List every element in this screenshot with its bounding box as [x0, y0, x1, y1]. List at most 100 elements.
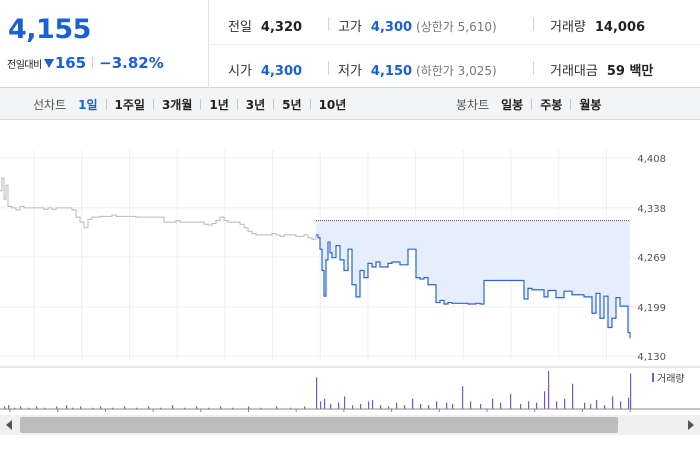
volume-bar: [220, 406, 222, 409]
tab-candle-0[interactable]: 일봉: [501, 97, 524, 112]
volume-bar: [56, 406, 58, 409]
chart-tab-bar: 선차트 1일 1주일 3개월 1년 3년 5년 10년 봉차트 일봉 주봉 월봉: [0, 88, 700, 120]
volume-bar: [360, 403, 362, 409]
stats-row-divider: [210, 44, 700, 45]
stats-grid: 전일 4,320 고가 4,300 (상한가 5,610) 거래량 14,006…: [210, 0, 700, 88]
volume-label: 거래량: [550, 20, 586, 35]
tab-line-6[interactable]: 10년: [318, 97, 347, 112]
change-divider: [92, 57, 94, 69]
volume-bar: [330, 403, 332, 409]
high-label: 고가: [338, 20, 362, 35]
volume-bar: [320, 401, 322, 409]
tab-line-2[interactable]: 3개월: [161, 97, 193, 112]
today-price-line: [316, 234, 631, 339]
volume-bar: [112, 407, 114, 409]
stat-low: 저가 4,150 (하한가 3,025): [338, 60, 497, 79]
volume-bar: [372, 400, 374, 409]
tab-line-4[interactable]: 3년: [245, 97, 266, 112]
today-area-fill: [316, 220, 630, 339]
volume-bar: [324, 398, 326, 409]
tab-divider: [273, 98, 275, 110]
volume-bar: [572, 383, 574, 409]
tab-divider: [200, 98, 202, 110]
line-chart-label: 선차트: [33, 97, 67, 112]
line-chart-tabs: 선차트 1일 1주일 3개월 1년 3년 5년 10년: [33, 88, 348, 120]
candle-chart-label: 봉차트: [456, 97, 490, 112]
low-label: 저가: [338, 64, 362, 79]
scroll-left-arrow-icon[interactable]: [6, 420, 12, 430]
y-tick-label: 4,338: [637, 204, 666, 215]
volume-bar: [290, 407, 292, 409]
volume-bar: [630, 373, 632, 409]
y-tick-label: 4,408: [637, 154, 666, 165]
change-row: 전일대비 165 −3.82%: [7, 54, 164, 72]
stat-trade-value: 거래대금 59 백만: [550, 60, 653, 79]
volume-bar: [584, 402, 586, 409]
volume-bar: [470, 401, 472, 409]
volume-bar: [380, 405, 382, 409]
trade-value-label: 거래대금: [550, 64, 598, 79]
low-value: 4,150: [370, 64, 413, 79]
volume-bar: [556, 401, 558, 409]
volume-bar: [628, 397, 630, 409]
volume-bar: [136, 407, 138, 409]
prev-close-label: 전일: [228, 20, 252, 35]
volume-bar: [612, 396, 614, 409]
volume-bar: [148, 406, 150, 409]
volume-bar: [316, 377, 318, 409]
tab-divider: [570, 98, 572, 110]
volume-bar: [20, 406, 22, 409]
stat-divider: [533, 17, 534, 31]
volume-bar: [172, 405, 174, 409]
down-triangle-icon: [43, 58, 54, 68]
volume-bar: [620, 401, 622, 409]
volume-bar: [500, 402, 502, 409]
tab-divider: [531, 98, 533, 110]
volume-bar: [338, 402, 340, 409]
open-value: 4,300: [260, 64, 303, 79]
prev-day-price-line: [0, 177, 317, 240]
volume-bar: [344, 396, 346, 409]
volume-bar: [36, 406, 38, 409]
y-tick-label: 4,130: [637, 352, 666, 363]
stat-divider: [328, 17, 329, 31]
volume-bar: [72, 407, 74, 409]
price-box: 4,155 전일대비 165 −3.82%: [0, 0, 209, 88]
chart-scrollbar[interactable]: [0, 415, 700, 435]
tab-divider: [105, 98, 107, 110]
volume-bar: [446, 402, 448, 409]
tab-line-0[interactable]: 1일: [78, 97, 98, 112]
tab-line-3[interactable]: 1년: [209, 97, 229, 112]
volume-bar: [528, 401, 530, 409]
tab-divider: [309, 98, 311, 110]
volume-bar: [66, 405, 68, 409]
stat-volume: 거래량 14,006: [550, 16, 645, 35]
volume-legend-swatch: [652, 373, 654, 382]
volume-bar: [100, 406, 102, 409]
volume-bar: [510, 393, 512, 409]
volume-bar: [492, 398, 494, 409]
volume-bar: [428, 405, 430, 409]
stat-divider: [533, 61, 534, 75]
tab-candle-2[interactable]: 월봉: [579, 97, 602, 112]
volume-bar: [260, 407, 262, 409]
tab-line-1[interactable]: 1주일: [114, 97, 145, 112]
volume-bar: [248, 406, 250, 409]
upper-limit: (상한가 5,610): [416, 20, 497, 34]
tab-candle-1[interactable]: 주봉: [540, 97, 563, 112]
tab-divider: [236, 98, 238, 110]
quote-panel: 4,155 전일대비 165 −3.82% 전일 4,320 고가 4,300 …: [0, 0, 700, 88]
volume-bar: [44, 407, 46, 409]
scroll-right-arrow-icon[interactable]: [688, 420, 694, 430]
stat-high: 고가 4,300 (상한가 5,610): [338, 16, 497, 35]
high-value: 4,300: [370, 20, 413, 35]
y-tick-label: 4,269: [637, 253, 666, 264]
price-chart[interactable]: 4,408 4,338 4,269 4,199 4,130 거래량: [0, 120, 700, 415]
volume-bar: [14, 407, 16, 409]
volume-bar: [536, 402, 538, 409]
volume-bar: [352, 405, 354, 409]
scroll-thumb[interactable]: [20, 417, 618, 433]
tab-line-5[interactable]: 5년: [282, 97, 302, 112]
volume-bar: [124, 406, 126, 409]
volume-bar: [596, 400, 598, 409]
